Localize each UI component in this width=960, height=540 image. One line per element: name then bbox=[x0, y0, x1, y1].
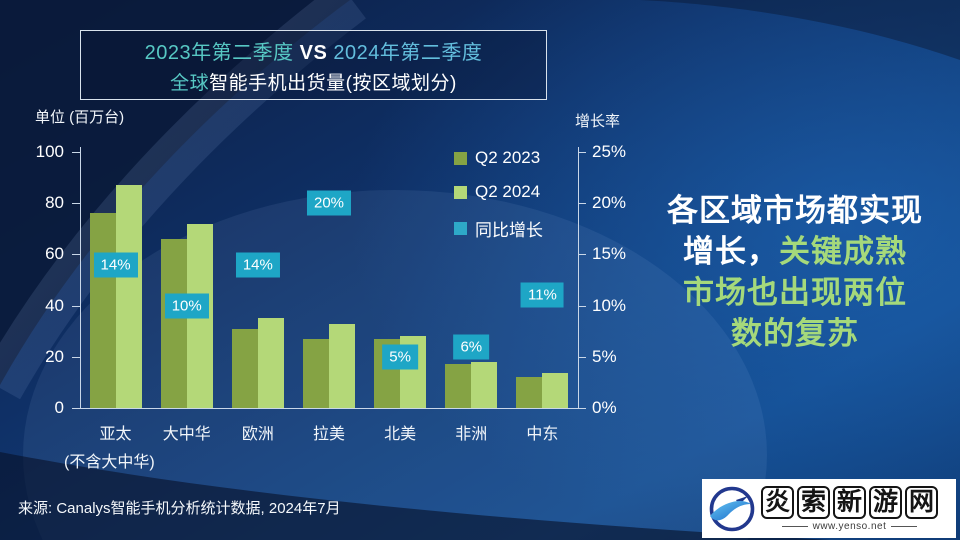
left-axis-tick-label: 40 bbox=[45, 295, 64, 315]
x-axis-category-label: 北美 bbox=[384, 426, 417, 443]
right-axis-tick bbox=[578, 254, 586, 256]
legend-swatch-q2-2023-icon bbox=[454, 151, 467, 165]
title-q2-2024: 2024年第二季度 bbox=[333, 41, 483, 64]
bar-q2-2024 bbox=[257, 318, 284, 408]
x-axis-category-label: 欧洲 bbox=[241, 426, 274, 443]
x-axis-category-label: 大中华 bbox=[162, 426, 211, 443]
left-axis-title: 单位 (百万台) bbox=[35, 109, 125, 126]
bird-swoosh-icon bbox=[709, 486, 755, 531]
legend: Q2 2023 Q2 2024 同比增长 bbox=[454, 148, 543, 241]
insight-line-2-green: 关键成熟 bbox=[779, 234, 907, 269]
insight-text: 各区域市场都实现 增长，关键成熟 市场也出现两位 数的复苏 bbox=[628, 190, 960, 354]
growth-rate-label: 20% bbox=[306, 190, 352, 216]
bar-q2-2024 bbox=[542, 373, 569, 408]
left-axis-tick-label: 100 bbox=[35, 142, 64, 161]
insight-line-4-text: 数的复苏 bbox=[731, 316, 859, 351]
left-axis-tick-label: 0 bbox=[54, 398, 64, 417]
title-line-2: 全球智能手机出货量(按区域划分) bbox=[170, 68, 457, 95]
bar-q2-2024 bbox=[471, 361, 498, 408]
bar-q2-2024 bbox=[329, 323, 355, 408]
title-global: 全球 bbox=[170, 72, 210, 94]
site-url: www.yenso.net bbox=[812, 520, 887, 532]
legend-label-q2-2023: Q2 2023 bbox=[475, 148, 541, 167]
legend-swatch-yoy-growth-icon bbox=[454, 222, 467, 235]
url-divider-right bbox=[891, 525, 918, 527]
site-name-char: 游 bbox=[869, 485, 902, 519]
growth-rate-label: 14% bbox=[235, 252, 280, 278]
right-axis-tick-label: 5% bbox=[592, 346, 617, 366]
x-axis-category-label: 非洲 bbox=[455, 426, 488, 443]
left-axis-tick-label: 20 bbox=[45, 346, 64, 366]
x-axis-category-label: 拉美 bbox=[312, 426, 345, 443]
title-vs: VS bbox=[293, 41, 334, 64]
right-axis-tick-label: 25% bbox=[592, 142, 627, 161]
site-name: 炎索新游网 bbox=[761, 485, 938, 519]
legend-item-q2-2024: Q2 2024 bbox=[454, 182, 543, 202]
bar-q2-2023 bbox=[445, 364, 472, 408]
x-axis-category-label: 中东 bbox=[526, 426, 559, 443]
growth-rate-label: 14% bbox=[93, 252, 138, 278]
legend-item-q2-2023: Q2 2023 bbox=[454, 148, 543, 168]
left-axis-tick-label: 60 bbox=[45, 244, 64, 264]
legend-label-q2-2024: Q2 2024 bbox=[475, 182, 541, 201]
right-axis-tick-label: 0% bbox=[592, 398, 617, 417]
insight-line-3-text: 市场也出现两位 bbox=[683, 275, 907, 310]
insight-line-1-text: 各区域市场都实现 bbox=[667, 193, 923, 228]
left-axis-tick bbox=[72, 203, 80, 205]
growth-rate-label: 10% bbox=[164, 293, 209, 319]
bar-q2-2023 bbox=[89, 213, 116, 408]
right-axis-tick-label: 20% bbox=[592, 193, 627, 213]
bar-q2-2023 bbox=[160, 239, 187, 408]
left-axis-tick bbox=[72, 152, 80, 153]
right-axis-line bbox=[578, 147, 579, 408]
category-footnote: (不含大中华) bbox=[64, 454, 155, 471]
left-axis-tick bbox=[72, 305, 80, 307]
left-axis-tick-label: 80 bbox=[45, 193, 64, 213]
site-url-row: www.yenso.net bbox=[781, 520, 918, 532]
title-box: 2023年第二季度 VS 2024年第二季度 全球智能手机出货量(按区域划分) bbox=[80, 30, 547, 100]
bar-q2-2023 bbox=[303, 338, 329, 408]
legend-label-yoy-growth: 同比增长 bbox=[475, 221, 543, 240]
x-axis-line bbox=[80, 408, 578, 409]
bar-q2-2023 bbox=[516, 377, 543, 408]
url-divider-left bbox=[781, 525, 808, 527]
right-axis-tick bbox=[578, 408, 586, 409]
left-axis-tick bbox=[72, 356, 80, 358]
right-axis-tick bbox=[578, 203, 586, 205]
growth-rate-label: 11% bbox=[520, 282, 564, 308]
title-q2-2023: 2023年第二季度 bbox=[144, 41, 294, 64]
right-axis-tick bbox=[578, 305, 586, 307]
site-logo: 炎索新游网 www.yenso.net bbox=[702, 479, 956, 538]
right-axis-tick bbox=[578, 356, 586, 358]
insight-line-4: 数的复苏 bbox=[628, 313, 960, 354]
growth-rate-label: 5% bbox=[382, 344, 418, 370]
legend-swatch-q2-2024-icon bbox=[454, 185, 467, 199]
insight-line-3: 市场也出现两位 bbox=[628, 272, 960, 313]
left-axis-line bbox=[80, 147, 81, 408]
site-name-char: 炎 bbox=[761, 485, 794, 519]
insight-line-1: 各区域市场都实现 bbox=[628, 190, 960, 231]
growth-rate-label: 6% bbox=[453, 334, 490, 360]
bar-q2-2024 bbox=[115, 185, 142, 408]
site-name-char: 新 bbox=[833, 485, 866, 519]
x-axis-category-label: 亚太 bbox=[99, 426, 132, 443]
title-line-1: 2023年第二季度 VS 2024年第二季度 bbox=[145, 36, 483, 65]
source-text: 来源: Canalys智能手机分析统计数据, 2024年7月 bbox=[18, 500, 341, 517]
insight-line-2: 增长，关键成熟 bbox=[628, 231, 960, 272]
bar-q2-2023 bbox=[231, 328, 258, 408]
right-axis-tick-label: 15% bbox=[592, 244, 627, 264]
right-axis-tick-label: 10% bbox=[592, 295, 627, 315]
right-axis-tick bbox=[578, 152, 586, 153]
logo-text-block: 炎索新游网 www.yenso.net bbox=[761, 485, 938, 532]
insight-line-2-white: 增长， bbox=[683, 234, 779, 269]
right-axis-title: 增长率 bbox=[575, 113, 621, 130]
left-axis-tick bbox=[72, 254, 80, 256]
left-axis-tick bbox=[72, 408, 80, 409]
site-name-char: 网 bbox=[905, 485, 938, 519]
legend-item-yoy-growth: 同比增长 bbox=[454, 216, 543, 241]
site-name-char: 索 bbox=[797, 485, 830, 519]
title-subject: 智能手机出货量(按区域划分) bbox=[209, 72, 457, 94]
